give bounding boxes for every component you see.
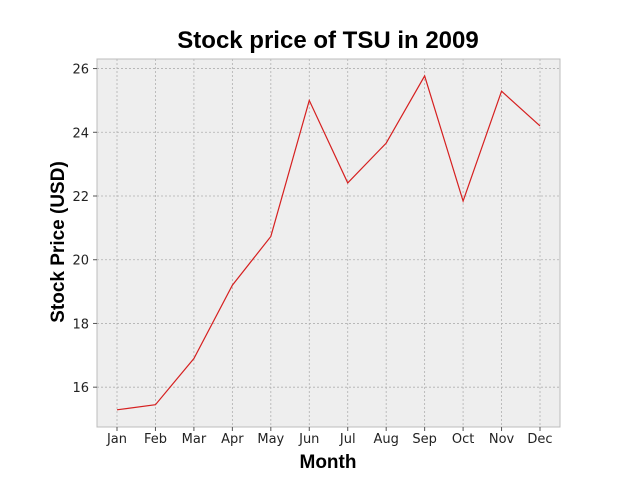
x-tick-label: Apr [221, 432, 244, 447]
y-tick-label: 16 [72, 381, 89, 396]
y-tick-label: 24 [72, 126, 89, 141]
plot-area [97, 59, 560, 427]
x-tick-label: Jan [106, 432, 127, 447]
x-tick-label: Dec [527, 432, 552, 447]
y-axis-ticks: 16 18 20 22 24 26 [72, 63, 97, 396]
x-tick-label: Feb [144, 432, 167, 447]
x-axis-label: Month [300, 452, 357, 473]
x-tick-label: Aug [373, 432, 398, 447]
chart-title: Stock price of TSU in 2009 [177, 27, 478, 54]
y-tick-label: 22 [72, 190, 89, 205]
x-axis-ticks: Jan Feb Mar Apr May Jun Jul Aug Sep Oct Nov Dec [106, 427, 553, 447]
grid-lines [97, 59, 560, 427]
series-line-stock-price [116, 74, 541, 411]
plot-frame [96, 58, 561, 428]
x-tick-label: Jun [298, 432, 319, 447]
y-tick-label: 20 [72, 254, 89, 269]
x-tick-label: Jul [339, 432, 356, 447]
x-tick-label: Sep [412, 432, 437, 447]
y-tick-label: 18 [72, 317, 89, 332]
x-tick-label: Mar [182, 432, 207, 447]
x-tick-label: May [257, 432, 284, 447]
x-tick-label: Nov [489, 432, 515, 447]
y-tick-label: 26 [72, 63, 89, 78]
x-tick-label: Oct [452, 432, 474, 447]
y-axis-label: Stock Price (USD) [48, 161, 69, 323]
